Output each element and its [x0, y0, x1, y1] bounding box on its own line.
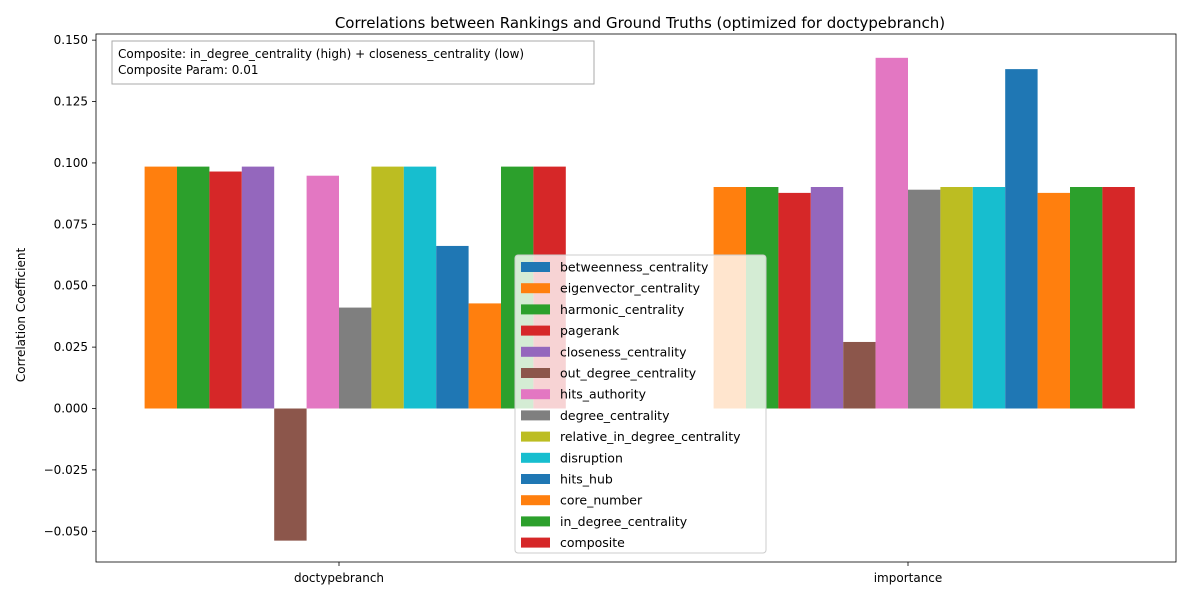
- legend-label: pagerank: [560, 323, 620, 338]
- legend-swatch: [521, 262, 550, 272]
- legend-label: disruption: [560, 450, 623, 465]
- legend-item: hits_hub: [521, 472, 613, 487]
- legend-item: hits_authority: [521, 387, 647, 402]
- axes-frame: [95, 33, 1177, 563]
- legend-swatch: [521, 325, 550, 336]
- y-tick-label: 0.025: [54, 340, 88, 354]
- legend-item: degree_centrality: [521, 408, 670, 423]
- legend-item: disruption: [521, 450, 623, 465]
- bar-disruption-importance: [972, 187, 1006, 409]
- legend-item: out_degree_centrality: [521, 366, 697, 381]
- legend-item: pagerank: [521, 323, 620, 338]
- bar-core_number-doctypebranch: [468, 303, 501, 409]
- bar-relative_in_degree_centrality-importance: [940, 187, 973, 409]
- legend-swatch: [521, 537, 550, 548]
- legend-item: betweenness_centrality: [521, 260, 709, 275]
- legend: betweenness_centrality eigenvector_centra…: [514, 254, 767, 554]
- bar-out_degree_centrality-doctypebranch: [274, 408, 307, 541]
- annotation-frame: [111, 40, 595, 85]
- bar-out_degree_centrality-importance: [843, 341, 876, 409]
- bar-in_degree_centrality-importance: [1070, 187, 1103, 409]
- y-tick-label: 0.000: [54, 402, 88, 416]
- legend-swatch: [521, 452, 550, 463]
- chart-title: Correlations between Rankings and Ground…: [335, 14, 945, 32]
- legend-item: closeness_centrality: [521, 344, 687, 359]
- y-tick-label: 0.125: [54, 95, 88, 109]
- bar-hits_hub-importance: [1005, 69, 1038, 409]
- bar-closeness_centrality-importance: [810, 187, 844, 409]
- legend-label: out_degree_centrality: [560, 366, 697, 381]
- legend-label: degree_centrality: [560, 408, 670, 423]
- legend-label: composite: [560, 535, 625, 550]
- bar-relative_in_degree_centrality-doctypebranch: [371, 166, 404, 409]
- bar-hits_hub-doctypebranch: [436, 245, 469, 409]
- legend-label: harmonic_centrality: [560, 302, 685, 317]
- legend-label: hits_authority: [560, 387, 647, 402]
- y-tick-label: 0.050: [54, 279, 88, 293]
- legend-swatch: [521, 304, 550, 315]
- legend-item: relative_in_degree_centrality: [521, 429, 741, 444]
- legend-swatch: [521, 495, 550, 506]
- bar-pagerank-importance: [778, 192, 811, 409]
- legend-item: in_degree_centrality: [521, 514, 688, 529]
- bar-harmonic_centrality-doctypebranch: [177, 166, 210, 409]
- x-axis: doctypebranch importance: [294, 562, 942, 585]
- legend-label: betweenness_centrality: [560, 260, 709, 275]
- bar-composite-importance: [1102, 187, 1135, 409]
- legend-swatch: [521, 346, 550, 357]
- bar-hits_authority-importance: [875, 57, 908, 409]
- legend-item: composite: [521, 535, 625, 550]
- legend-label: relative_in_degree_centrality: [560, 429, 741, 444]
- x-tick-label: doctypebranch: [294, 571, 384, 585]
- legend-swatch: [521, 410, 550, 421]
- legend-frame: [514, 254, 767, 554]
- y-tick-label: 0.150: [54, 33, 88, 47]
- bar-core_number-importance: [1037, 192, 1070, 409]
- bar-pagerank-doctypebranch: [209, 171, 242, 409]
- legend-item: eigenvector_centrality: [521, 281, 701, 296]
- annotation-line: Composite: in_degree_centrality (high) +…: [118, 47, 524, 61]
- legend-swatch: [521, 389, 550, 400]
- bar-degree_centrality-importance: [908, 189, 941, 409]
- x-tick-label: importance: [874, 571, 943, 585]
- legend-label: in_degree_centrality: [560, 514, 688, 529]
- y-tick-label: 0.100: [54, 156, 88, 170]
- legend-label: hits_hub: [560, 472, 613, 487]
- annotation-line: Composite Param: 0.01: [118, 63, 258, 77]
- bar-hits_authority-doctypebranch: [306, 175, 339, 409]
- bar-degree_centrality-doctypebranch: [339, 307, 372, 409]
- y-tick-label: 0.075: [54, 217, 88, 231]
- bar-eigenvector_centrality-doctypebranch: [144, 166, 177, 409]
- legend-swatch: [521, 368, 550, 378]
- bar-disruption-doctypebranch: [403, 166, 437, 409]
- legend-swatch: [521, 474, 550, 484]
- annotation-box: Composite: in_degree_centrality (high) +…: [111, 40, 595, 85]
- legend-label: core_number: [560, 493, 643, 508]
- legend-label: eigenvector_centrality: [560, 281, 701, 296]
- y-tick-label: −0.025: [44, 463, 88, 477]
- y-axis-label: Correlation Coefficient: [14, 248, 28, 383]
- legend-item: core_number: [521, 493, 643, 508]
- bar-closeness_centrality-doctypebranch: [241, 166, 275, 409]
- y-axis: −0.050 −0.025 0.000 0.025 0.050 0.075 0.100 0.1…: [44, 33, 96, 538]
- legend-swatch: [521, 431, 550, 442]
- y-tick-label: −0.050: [44, 524, 88, 538]
- legend-swatch: [521, 283, 550, 294]
- legend-swatch: [521, 516, 550, 527]
- legend-label: closeness_centrality: [560, 344, 687, 359]
- plot-area: −0.050 −0.025 0.000 0.025 0.050 0.075 0.100 0.1…: [44, 33, 1177, 585]
- legend-item: harmonic_centrality: [521, 302, 685, 317]
